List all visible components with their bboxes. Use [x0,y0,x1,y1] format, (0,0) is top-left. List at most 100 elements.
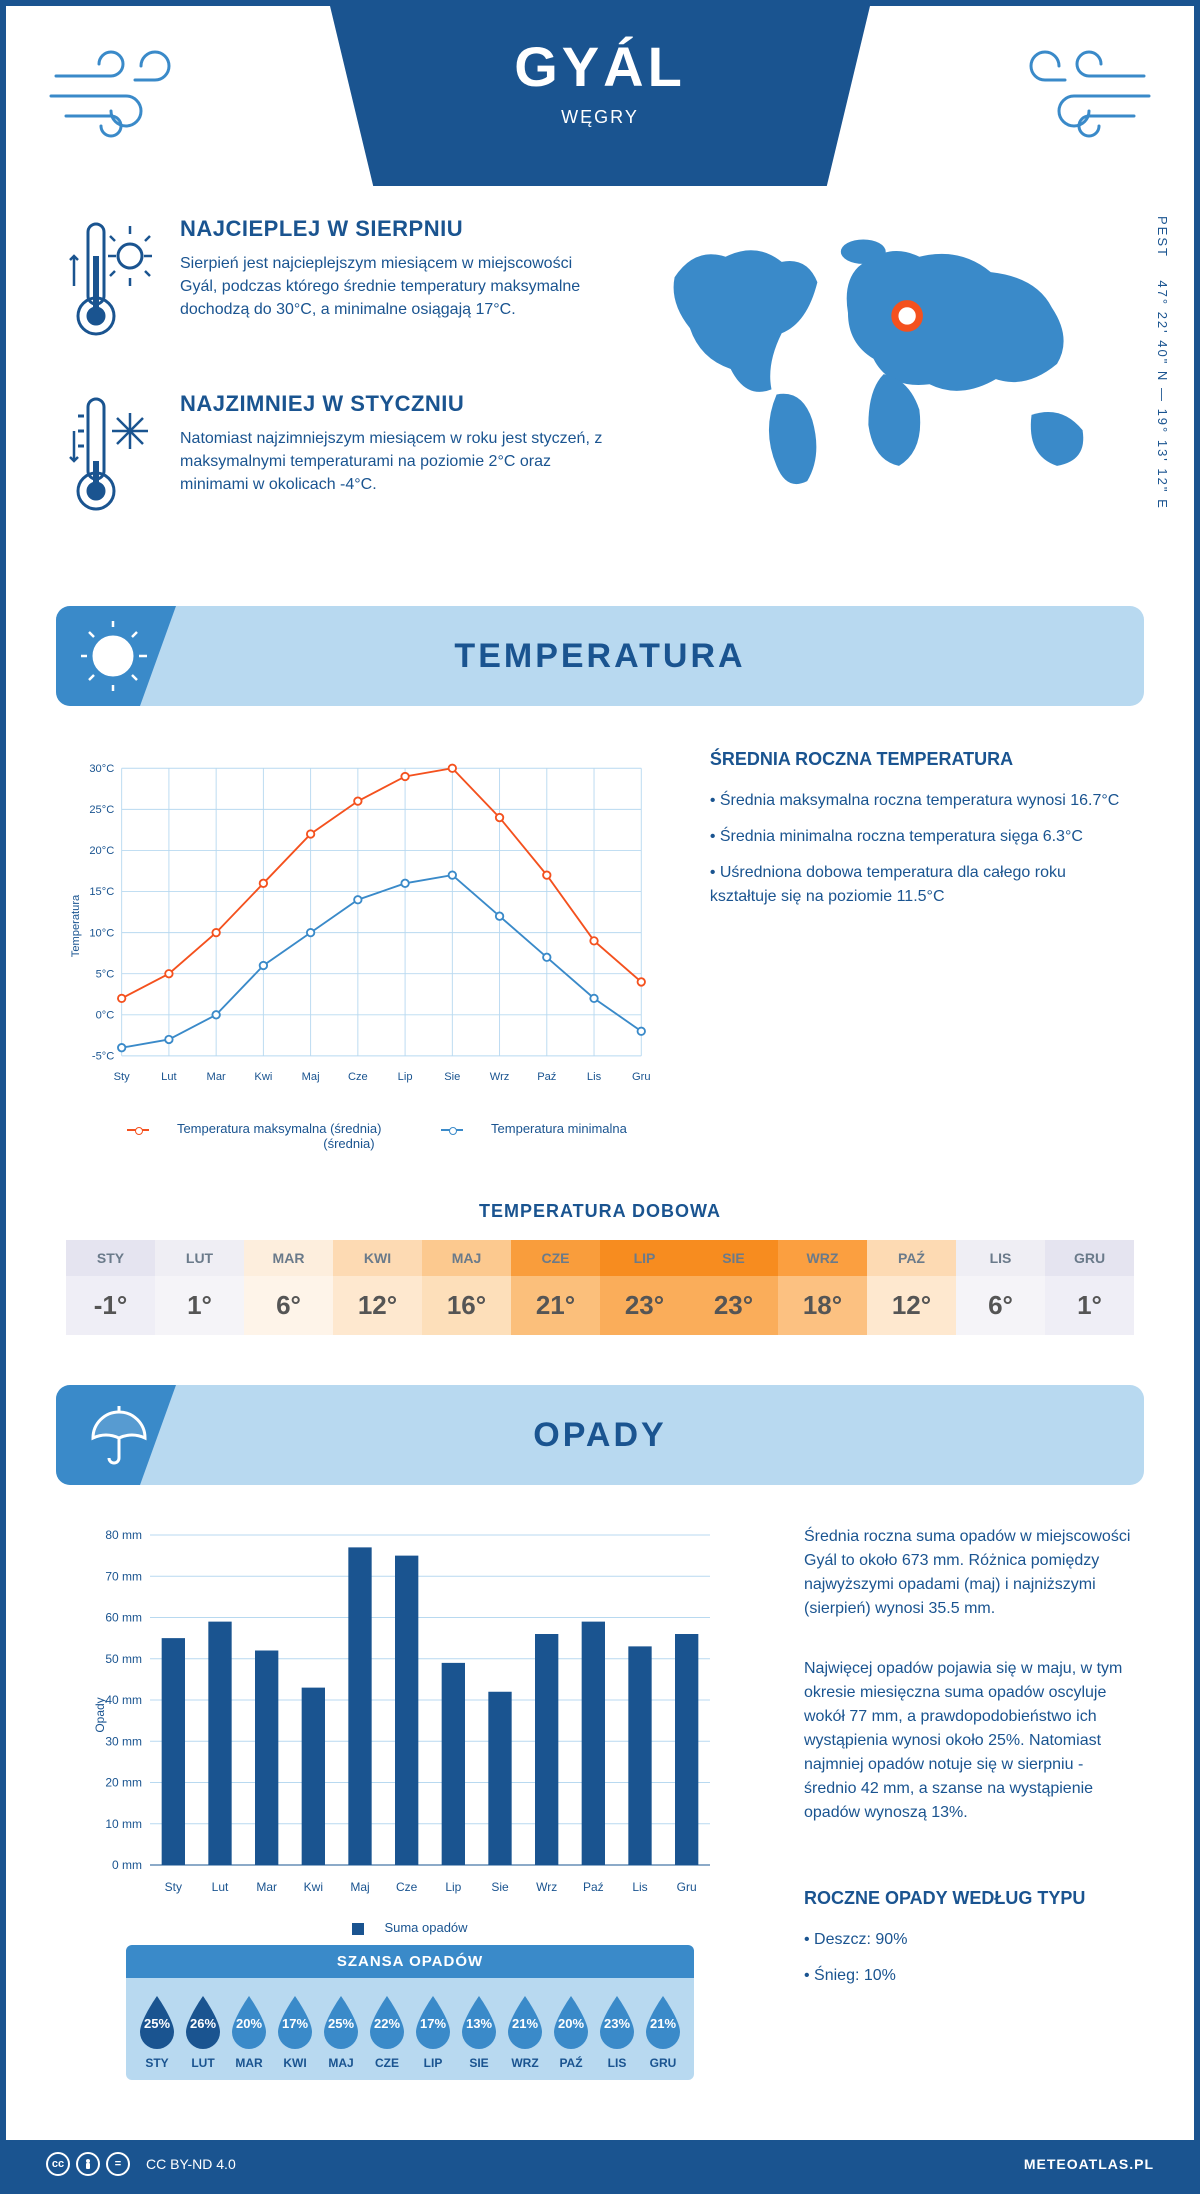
rain-chance-cell: 20%MAR [226,1994,272,2070]
daily-temp-cell: LUT1° [155,1240,244,1335]
svg-text:5°C: 5°C [96,968,115,980]
daily-temp-cell: MAR6° [244,1240,333,1335]
precipitation-chart-legend: Suma opadów [66,1920,754,1935]
precip-type-point: • Deszcz: 90% [804,1928,1134,1952]
rain-chance-panel: SZANSA OPADÓW 25%STY26%LUT20%MAR17%KWI25… [126,1945,694,2080]
daily-temp-cell: LIP23° [600,1240,689,1335]
svg-text:Kwi: Kwi [254,1071,272,1083]
svg-text:Lis: Lis [587,1071,602,1083]
nd-icon: = [106,2152,130,2176]
svg-text:Sie: Sie [491,1880,509,1894]
svg-text:Cze: Cze [348,1071,368,1083]
precip-text-2: Najwięcej opadów pojawia się w maju, w t… [804,1657,1134,1825]
temperature-title: TEMPERATURA [454,637,745,676]
rain-chance-cell: 17%LIP [410,1994,456,2070]
svg-text:Kwi: Kwi [304,1880,323,1894]
wind-icon [46,36,186,146]
precipitation-bar-chart: 0 mm10 mm20 mm30 mm40 mm50 mm60 mm70 mm8… [66,1525,754,1905]
svg-text:Cze: Cze [396,1880,418,1894]
rain-chance-cell: 25%STY [134,1994,180,2070]
temperature-chart-legend: Temperatura maksymalna (średnia) Tempera… [66,1121,660,1151]
license-text: CC BY-ND 4.0 [146,2156,236,2172]
avg-temp-point: • Średnia maksymalna roczna temperatura … [710,789,1134,813]
svg-text:Paź: Paź [537,1071,557,1083]
svg-text:Lip: Lip [398,1071,413,1083]
intro-section: NAJCIEPLEJ W SIERPNIU Sierpień jest najc… [6,186,1194,606]
svg-text:60 mm: 60 mm [105,1611,142,1625]
daily-temp-cell: LIS6° [956,1240,1045,1335]
avg-temp-title: ŚREDNIA ROCZNA TEMPERATURA [710,746,1134,773]
svg-text:-5°C: -5°C [92,1051,114,1063]
svg-text:25°C: 25°C [89,804,114,816]
rain-chance-cell: 26%LUT [180,1994,226,2070]
world-map [644,216,1134,502]
coldest-title: NAJZIMNIEJ W STYCZNIU [180,391,604,417]
rain-chance-cell: 21%GRU [640,1994,686,2070]
daily-temp-cell: KWI12° [333,1240,422,1335]
temperature-section-header: TEMPERATURA [56,606,1144,706]
svg-text:Paź: Paź [583,1880,604,1894]
country-name: WĘGRY [350,107,850,128]
svg-text:10 mm: 10 mm [105,1817,142,1831]
daily-temp-title: TEMPERATURA DOBOWA [66,1201,1134,1222]
precip-type-title: ROCZNE OPADY WEDŁUG TYPU [804,1885,1134,1912]
svg-text:30°C: 30°C [89,763,114,775]
city-name: GYÁL [350,34,850,99]
daily-temp-cell: GRU1° [1045,1240,1134,1335]
warmest-title: NAJCIEPLEJ W SIERPNIU [180,216,604,242]
svg-text:Lut: Lut [161,1071,177,1083]
svg-text:30 mm: 30 mm [105,1734,142,1748]
precip-type-point: • Śnieg: 10% [804,1964,1134,1988]
thermometer-cold-icon [66,391,156,526]
svg-text:Sty: Sty [165,1880,182,1894]
daily-temp-cell: STY-1° [66,1240,155,1335]
svg-text:Gru: Gru [632,1071,651,1083]
wind-icon [1014,36,1154,146]
daily-temp-cell: SIE23° [689,1240,778,1335]
svg-text:0 mm: 0 mm [112,1858,142,1872]
svg-text:Temperatura: Temperatura [70,894,82,957]
svg-text:Opady: Opady [93,1697,107,1732]
svg-text:40 mm: 40 mm [105,1693,142,1707]
thermometer-hot-icon [66,216,156,351]
site-name: METEOATLAS.PL [1024,2156,1154,2172]
svg-text:80 mm: 80 mm [105,1528,142,1542]
precipitation-title: OPADY [533,1416,666,1455]
rain-chance-cell: 20%PAŹ [548,1994,594,2070]
svg-text:Wrz: Wrz [536,1880,557,1894]
warmest-block: NAJCIEPLEJ W SIERPNIU Sierpień jest najc… [66,216,604,351]
svg-text:Lut: Lut [212,1880,229,1894]
rain-chance-cell: 23%LIS [594,1994,640,2070]
svg-text:20 mm: 20 mm [105,1776,142,1790]
svg-text:Maj: Maj [302,1071,320,1083]
avg-temp-point: • Uśredniona dobowa temperatura dla całe… [710,861,1134,909]
umbrella-icon [56,1385,176,1485]
svg-text:Lip: Lip [445,1880,461,1894]
title-banner: GYÁL WĘGRY [330,6,870,186]
precipitation-section-header: OPADY [56,1385,1144,1485]
footer: cc = CC BY-ND 4.0 METEOATLAS.PL [6,2140,1194,2188]
svg-text:15°C: 15°C [89,886,114,898]
rain-chance-title: SZANSA OPADÓW [126,1945,694,1978]
svg-text:Mar: Mar [207,1071,226,1083]
rain-chance-cell: 13%SIE [456,1994,502,2070]
daily-temp-cell: WRZ18° [778,1240,867,1335]
svg-text:Lis: Lis [632,1880,647,1894]
svg-text:10°C: 10°C [89,927,114,939]
svg-text:70 mm: 70 mm [105,1569,142,1583]
daily-temp-cell: PAŹ12° [867,1240,956,1335]
header: GYÁL WĘGRY [6,6,1194,186]
precip-text-1: Średnia roczna suma opadów w miejscowośc… [804,1525,1134,1621]
rain-chance-cell: 21%WRZ [502,1994,548,2070]
daily-temp-cell: MAJ16° [422,1240,511,1335]
rain-chance-cell: 25%MAJ [318,1994,364,2070]
temperature-line-chart: -5°C0°C5°C10°C15°C20°C25°C30°CStyLutMarK… [66,746,660,1106]
daily-temp-table: STY-1°LUT1°MAR6°KWI12°MAJ16°CZE21°LIP23°… [66,1240,1134,1335]
svg-text:Wrz: Wrz [490,1071,510,1083]
svg-text:Mar: Mar [256,1880,277,1894]
avg-temp-point: • Średnia minimalna roczna temperatura s… [710,825,1134,849]
svg-text:Sty: Sty [114,1071,131,1083]
svg-text:20°C: 20°C [89,845,114,857]
svg-text:Gru: Gru [677,1880,697,1894]
warmest-text: Sierpień jest najcieplejszym miesiącem w… [180,252,604,322]
